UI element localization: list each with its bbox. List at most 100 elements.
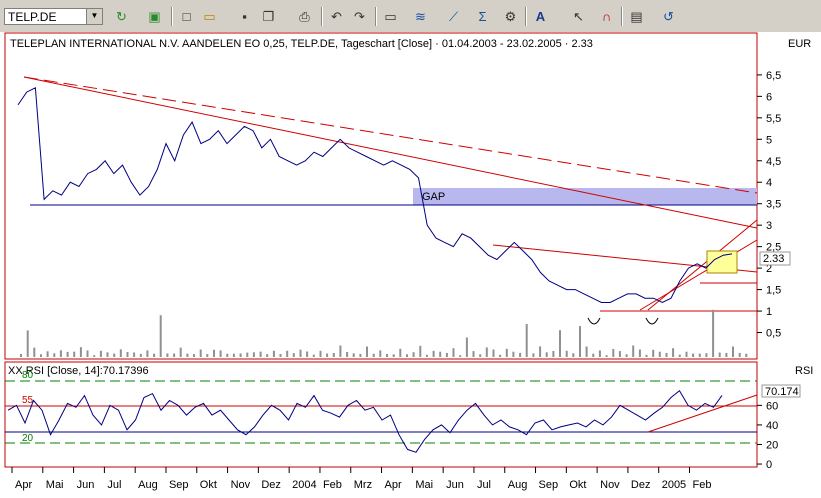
text-icon[interactable]: A <box>535 9 546 24</box>
highlight-box <box>706 250 738 274</box>
x-tick-label: Dez <box>631 479 651 491</box>
chevron-down-icon[interactable]: ▼ <box>86 9 102 24</box>
volume-bar <box>685 351 688 357</box>
rsi-panel-frame <box>4 361 758 468</box>
price-series-line <box>17 87 733 304</box>
template-icon[interactable]: ▤ <box>630 9 643 24</box>
x-tick-label: Feb <box>693 479 712 491</box>
volume-bar <box>372 353 375 357</box>
copy-icon[interactable]: ❐ <box>262 9 275 24</box>
volume-bar <box>479 354 482 357</box>
volume-bar <box>226 353 229 357</box>
pointer-icon[interactable]: ↖ <box>573 9 584 24</box>
export-icon[interactable]: ▣ <box>148 9 161 24</box>
volume-bar <box>425 354 428 357</box>
volume-bar <box>638 349 641 357</box>
price-y-axis: 6,5 6 5,5 5 4,5 4 3,5 3 2,5 2 1,5 1 0,5 <box>757 70 781 340</box>
rsi-axis-label: RSI <box>795 365 813 377</box>
print-icon[interactable]: ⎙ <box>299 9 310 24</box>
symbol-select[interactable]: TELP.DE ▼ <box>4 8 103 25</box>
volume-bar <box>239 353 242 357</box>
volume-bar <box>459 355 462 357</box>
volume-bar <box>412 352 415 357</box>
volume-bars <box>20 309 748 357</box>
volume-bar <box>572 353 575 357</box>
refresh-icon[interactable]: ↻ <box>116 9 127 24</box>
volume-bar <box>745 353 748 357</box>
volume-bar <box>705 353 708 357</box>
undo-icon[interactable]: ↶ <box>331 9 342 24</box>
rsi-y-tick-label: 40 <box>766 420 778 432</box>
x-tick-label: Mai <box>46 479 64 491</box>
x-tick-label: Mai <box>415 479 433 491</box>
drawing-icon[interactable]: ⟋ <box>448 9 459 24</box>
chart-window-icon[interactable]: ▭ <box>384 9 397 24</box>
toolbar: TELP.DE ▼ ↻ ▣ □ ▭ ▪ ❐ ⎙ ↶ ↷ ▭ ≋ ⟋ Σ ⚙ A … <box>0 0 821 33</box>
gap-label: GAP <box>422 191 445 203</box>
volume-bar <box>545 352 548 357</box>
volume-bar <box>452 348 455 357</box>
price-y-tick-label: 1,5 <box>766 285 781 297</box>
toolbar-separator <box>525 7 527 26</box>
volume-bar <box>505 348 508 357</box>
volume-bar <box>519 352 522 357</box>
rsi-trendline <box>647 394 758 433</box>
volume-bar <box>485 347 488 357</box>
rsi-level-20: 20 <box>22 433 34 444</box>
volume-bar <box>319 350 322 357</box>
magnet-icon[interactable]: ∩ <box>601 9 612 24</box>
volume-bar <box>113 353 116 357</box>
rsi-series-line <box>7 389 723 453</box>
volume-bar <box>53 353 56 357</box>
rsi-y-tick-label: 0 <box>766 459 772 471</box>
chart-svg: TELEPLAN INTERNATIONAL N.V. AANDELEN EO … <box>4 32 813 491</box>
price-y-tick-label: 4 <box>766 177 772 189</box>
volume-bar <box>366 346 368 357</box>
x-tick-label: Jul <box>477 479 491 491</box>
save-icon[interactable]: ▪ <box>242 9 247 24</box>
volume-bar <box>139 353 142 357</box>
new-doc-icon[interactable]: □ <box>182 9 191 24</box>
volume-bar <box>359 353 362 357</box>
volume-bar <box>73 351 76 357</box>
double-bottom-arc-1 <box>587 317 601 325</box>
double-bottom-arc-2 <box>645 317 659 325</box>
toolbar-separator <box>171 7 173 26</box>
trendline-rising <box>647 219 758 311</box>
volume-bar <box>146 350 149 357</box>
volume-bar <box>259 351 262 357</box>
volume-bar <box>326 353 329 357</box>
volume-bar <box>86 350 89 357</box>
volume-bar <box>20 354 22 357</box>
volume-bar <box>406 354 408 357</box>
volume-bar <box>346 352 349 357</box>
x-tick-label: Mrz <box>354 479 372 491</box>
x-tick-label: Feb <box>323 479 342 491</box>
history-icon[interactable]: ↺ <box>663 9 674 24</box>
volume-bar <box>173 353 176 357</box>
toolbar-separator <box>321 7 323 26</box>
volume-bar <box>399 348 402 357</box>
volume-bar <box>126 352 129 357</box>
redo-icon[interactable]: ↷ <box>354 9 365 24</box>
volume-bar <box>725 352 728 357</box>
volume-bar <box>392 354 395 357</box>
volume-bar <box>419 345 422 357</box>
volume-bar <box>153 353 156 357</box>
price-y-tick-label: 2,5 <box>766 242 781 254</box>
volume-bar <box>219 350 222 357</box>
volume-bar <box>618 351 621 357</box>
volume-bar <box>532 353 535 357</box>
studies-icon[interactable]: ⚙ <box>504 9 517 24</box>
open-icon[interactable]: ▭ <box>203 9 216 24</box>
trendline-icon[interactable]: Σ <box>478 9 487 24</box>
volume-bar <box>299 349 302 357</box>
volume-bar <box>652 349 655 357</box>
price-y-tick-label: 6,5 <box>766 70 781 82</box>
volume-bar <box>492 349 495 357</box>
x-tick-label: Sep <box>539 479 559 491</box>
volume-bar <box>279 354 282 357</box>
volume-bar <box>206 354 209 357</box>
indicator-icon[interactable]: ≋ <box>415 9 426 24</box>
volume-bar <box>106 352 109 357</box>
